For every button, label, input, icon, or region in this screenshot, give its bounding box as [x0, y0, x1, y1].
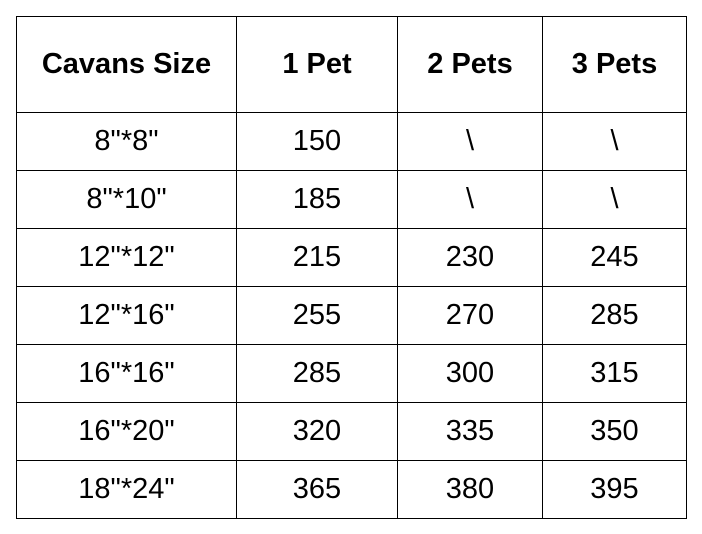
cell-price-1-pet: 185 — [236, 170, 398, 229]
cell-price-3-pets: 285 — [542, 286, 687, 345]
cell-size: 12"*12" — [16, 228, 237, 287]
table-row: 8"*8" 150 \ \ — [16, 112, 687, 171]
cell-size: 16"*20" — [16, 402, 237, 461]
cell-price-1-pet: 320 — [236, 402, 398, 461]
cell-price-1-pet: 215 — [236, 228, 398, 287]
cell-price-1-pet: 285 — [236, 344, 398, 403]
table-row: 16"*16" 285 300 315 — [16, 344, 687, 403]
header-row: Cavans Size 1 Pet 2 Pets 3 Pets — [16, 16, 687, 113]
cell-price-3-pets: 245 — [542, 228, 687, 287]
cell-size: 16"*16" — [16, 344, 237, 403]
cell-price-2-pets: 230 — [397, 228, 543, 287]
cell-price-3-pets: 315 — [542, 344, 687, 403]
cell-size: 8"*8" — [16, 112, 237, 171]
header-2-pets: 2 Pets — [397, 16, 543, 113]
cell-price-3-pets: 395 — [542, 460, 687, 519]
cell-price-1-pet: 255 — [236, 286, 398, 345]
header-1-pet: 1 Pet — [236, 16, 398, 113]
cell-price-2-pets: \ — [397, 112, 543, 171]
table-row: 16"*20" 320 335 350 — [16, 402, 687, 461]
cell-size: 12"*16" — [16, 286, 237, 345]
table-row: 8"*10" 185 \ \ — [16, 170, 687, 229]
cell-price-2-pets: 380 — [397, 460, 543, 519]
cell-price-2-pets: 335 — [397, 402, 543, 461]
header-3-pets: 3 Pets — [542, 16, 687, 113]
cell-price-2-pets: 300 — [397, 344, 543, 403]
cell-price-2-pets: \ — [397, 170, 543, 229]
table-row: 12"*12" 215 230 245 — [16, 228, 687, 287]
cell-price-1-pet: 365 — [236, 460, 398, 519]
table-row: 12"*16" 255 270 285 — [16, 286, 687, 345]
cell-price-3-pets: 350 — [542, 402, 687, 461]
header-canvas-size: Cavans Size — [16, 16, 237, 113]
cell-price-3-pets: \ — [542, 112, 687, 171]
price-table: Cavans Size 1 Pet 2 Pets 3 Pets 8"*8" 150… — [16, 16, 687, 519]
cell-size: 18"*24" — [16, 460, 237, 519]
cell-price-1-pet: 150 — [236, 112, 398, 171]
cell-price-3-pets: \ — [542, 170, 687, 229]
cell-price-2-pets: 270 — [397, 286, 543, 345]
table-row: 18"*24" 365 380 395 — [16, 460, 687, 519]
cell-size: 8"*10" — [16, 170, 237, 229]
